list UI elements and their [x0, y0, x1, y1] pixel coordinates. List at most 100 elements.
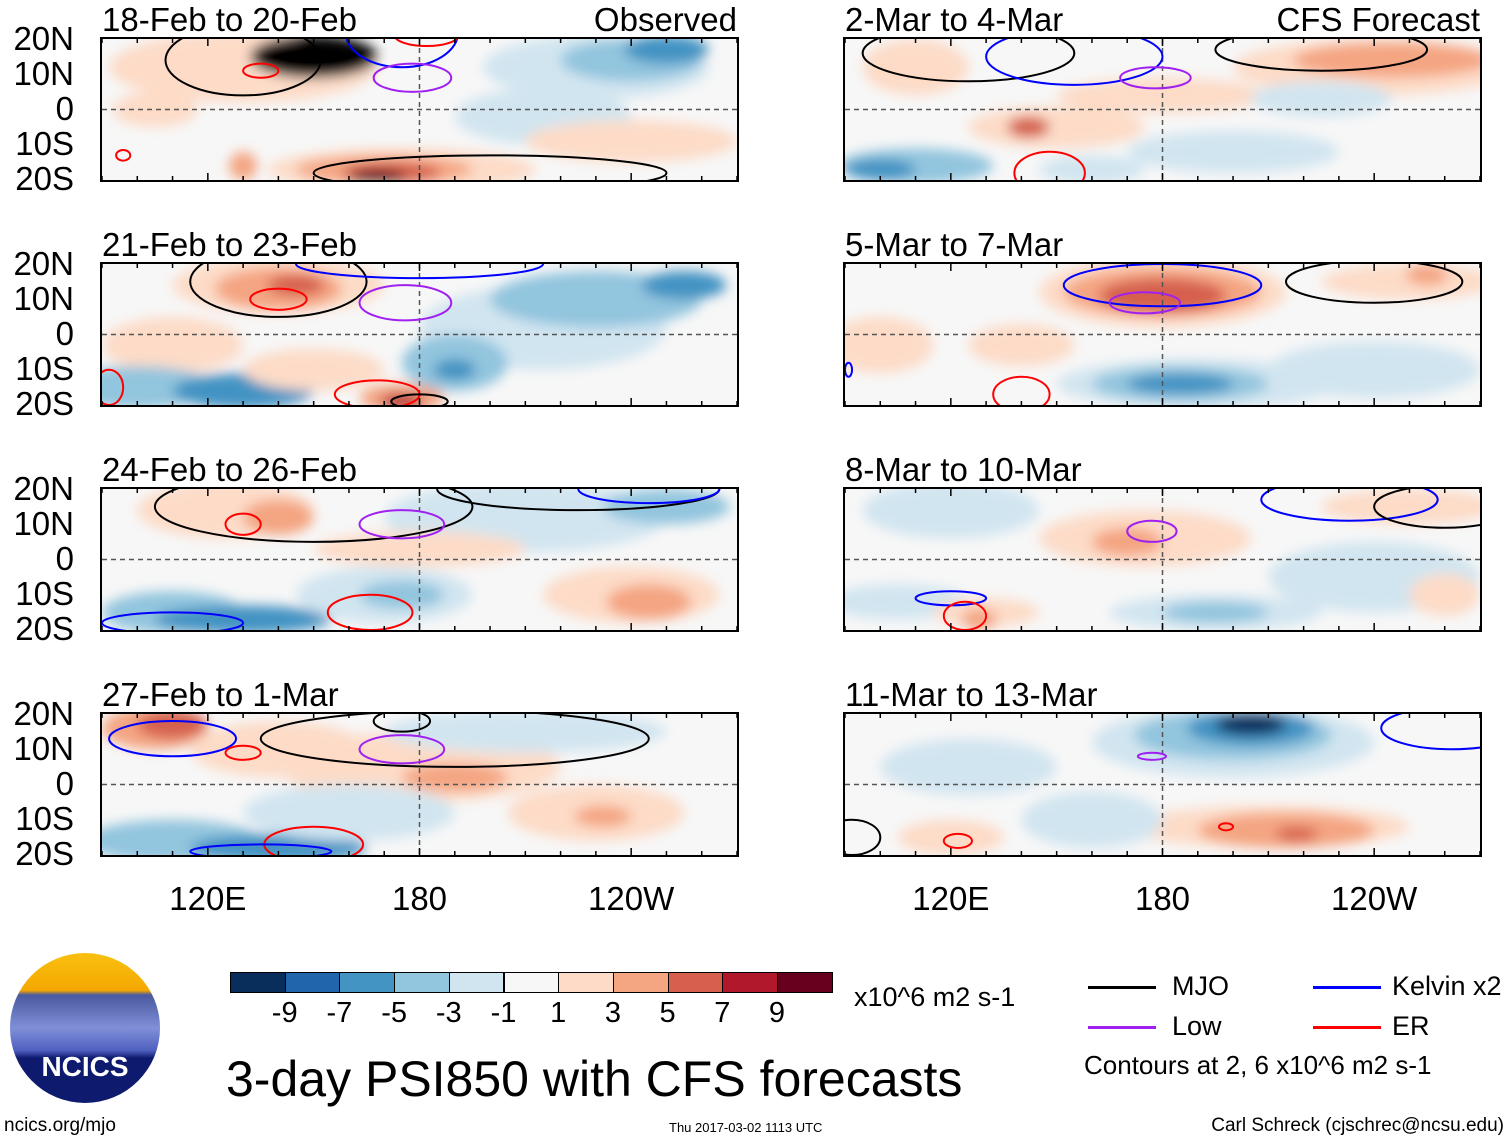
anomaly-shading — [243, 499, 314, 535]
panel-tag: CFS Forecast — [1276, 1, 1480, 38]
anomaly-map — [59, 245, 738, 413]
colorbar-tick: -9 — [271, 997, 298, 1029]
anomaly-shading — [102, 316, 244, 374]
map-panel — [100, 0, 739, 192]
anomaly-shading — [1293, 42, 1491, 78]
low-legend-label: Low — [1172, 1011, 1222, 1041]
anomaly-shading — [137, 710, 208, 739]
panel-tag: Observed — [593, 1, 737, 38]
panel-title: 18-Feb to 20-Feb — [102, 1, 357, 38]
map-panel — [59, 245, 739, 413]
lat-label: 10N — [13, 55, 74, 92]
lat-label: 10S — [15, 125, 74, 162]
low-contour — [1136, 751, 1168, 761]
lat-label: 0 — [55, 315, 74, 352]
lat-label: 0 — [55, 765, 74, 802]
colorbar-tick: -3 — [435, 997, 462, 1029]
anomaly-shading — [1091, 527, 1163, 556]
colorbar-swatch — [667, 972, 724, 993]
colorbar-swatch — [230, 972, 286, 993]
anomaly-shading — [1162, 601, 1269, 623]
anomaly-shading — [1021, 791, 1163, 848]
logo-text: NCICS — [41, 1051, 129, 1082]
anomaly-shading — [243, 348, 385, 391]
colorbar-tick: 9 — [768, 997, 786, 1029]
anomaly-shading — [641, 271, 727, 300]
er-contour — [942, 832, 973, 849]
anomaly-shading — [525, 120, 737, 163]
colorbar-swatch — [339, 972, 396, 993]
anomaly-shading — [1215, 714, 1286, 736]
er-legend-label: ER — [1392, 1011, 1430, 1041]
anomaly-shading — [384, 710, 667, 753]
anomaly-shading — [961, 608, 997, 630]
panel-title: 5-Mar to 7-Mar — [845, 226, 1064, 263]
lat-label: 20S — [15, 610, 74, 647]
low-contour — [372, 62, 453, 93]
anomaly-shading — [1039, 155, 1145, 184]
lon-label: 120E — [169, 880, 247, 917]
colorbar-tick: -5 — [381, 997, 407, 1029]
anomaly-shading — [602, 489, 730, 525]
kelvin-contour — [844, 361, 854, 378]
colorbar-tick: 7 — [714, 997, 731, 1029]
er-contour — [115, 149, 132, 162]
colorbar-swatch — [284, 972, 341, 993]
anomaly-shading — [606, 584, 692, 620]
contour-note: Contours at 2, 6 x10^6 m2 s-1 — [1084, 1050, 1432, 1080]
colorbar-swatch — [394, 972, 450, 993]
low-contour — [358, 509, 446, 540]
er-legend-line — [1313, 1026, 1381, 1029]
lat-label: 10S — [15, 800, 74, 837]
footer-url[interactable]: ncics.org/mjo — [4, 1115, 116, 1136]
er-contour — [992, 375, 1051, 414]
lon-label: 120W — [588, 880, 675, 917]
er-contour — [249, 287, 308, 311]
ncics-logo: NCICS — [10, 953, 160, 1103]
lat-label: 10S — [15, 575, 74, 612]
lat-label: 20N — [13, 20, 74, 57]
colorbar-swatch — [612, 972, 669, 993]
low-contour — [358, 734, 446, 765]
lon-label: 180 — [391, 880, 448, 917]
map-panel — [84, 706, 739, 864]
lat-label: 20N — [13, 245, 74, 282]
colorbar-tick: 3 — [604, 997, 621, 1029]
anomaly-shading — [880, 738, 1057, 796]
colorbar-swatch — [777, 972, 833, 993]
panel-title: 11-Mar to 13-Mar — [845, 676, 1098, 713]
lat-label: 20S — [15, 160, 74, 197]
colorbar-swatch — [558, 972, 614, 993]
lat-label: 0 — [55, 90, 74, 127]
lat-label: 10N — [13, 280, 74, 317]
colorbar-swatch — [722, 972, 778, 993]
map-panel — [837, 23, 1510, 196]
colorbar-tick: -7 — [326, 997, 353, 1029]
colorbar-units: x10^6 m2 s-1 — [854, 982, 1016, 1012]
anomaly-map — [101, 0, 738, 192]
anomaly-shading — [862, 481, 1040, 539]
lat-label: 20S — [15, 835, 74, 872]
anomaly-map — [827, 477, 1510, 632]
footer-author: Carl Schreck (cjschrec@ncsu.edu) — [1211, 1115, 1504, 1136]
low-contour — [1119, 66, 1192, 90]
lon-label: 180 — [1134, 880, 1191, 917]
colorbar-tick: 1 — [550, 997, 567, 1029]
anomaly-shading — [112, 91, 198, 128]
anomaly-shading — [1268, 341, 1480, 398]
anomaly-shading — [827, 316, 934, 374]
low-legend-line — [1088, 1026, 1156, 1029]
anomaly-map — [837, 23, 1510, 196]
anomaly-shading — [1405, 264, 1449, 286]
anomaly-shading — [243, 784, 455, 841]
anomaly-shading — [1007, 116, 1050, 138]
anomaly-map — [84, 706, 738, 864]
colorbar-swatch — [448, 972, 505, 993]
anomaly-shading — [897, 819, 1004, 855]
anomaly-shading — [1321, 489, 1498, 525]
anomaly-map — [827, 256, 1498, 414]
kelvin-contour — [108, 720, 238, 758]
anomaly-shading — [1250, 81, 1392, 117]
anomaly-shading — [1321, 264, 1498, 300]
